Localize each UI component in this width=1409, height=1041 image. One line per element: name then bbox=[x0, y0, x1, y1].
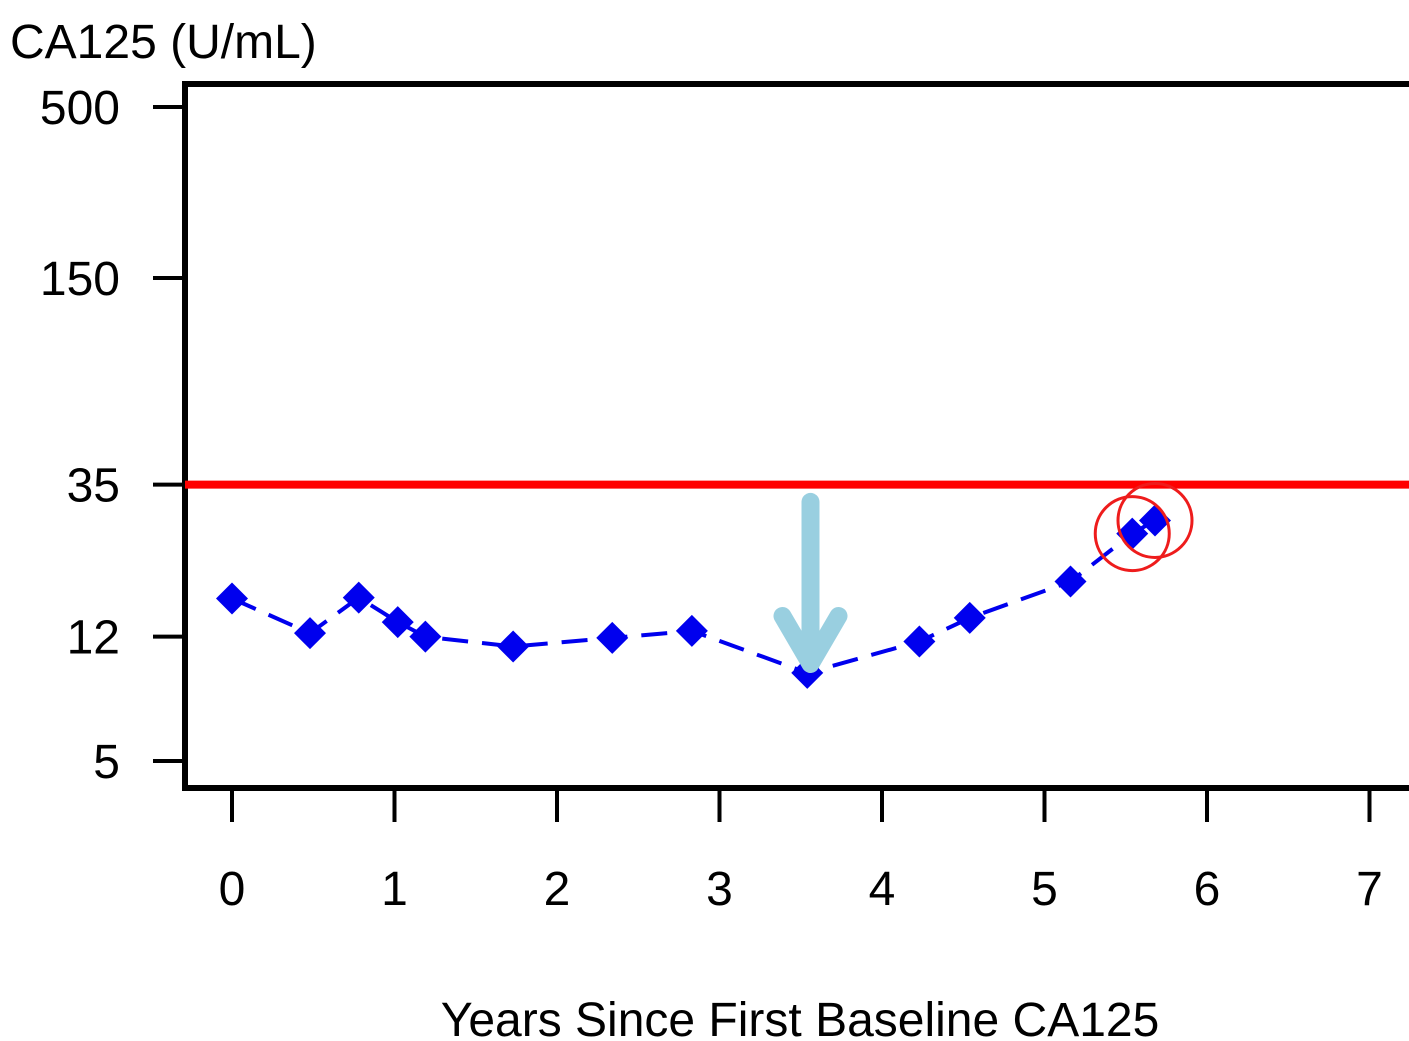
arrow-head bbox=[773, 606, 848, 673]
x-axis-label: Years Since First Baseline CA125 bbox=[441, 994, 1160, 1041]
x-tick-label: 4 bbox=[869, 863, 896, 916]
data-point bbox=[675, 614, 708, 647]
data-point bbox=[381, 606, 414, 639]
x-tick-label: 5 bbox=[1031, 863, 1058, 916]
y-tick-label: 12 bbox=[67, 612, 120, 665]
data-point bbox=[342, 581, 375, 614]
plot-frame bbox=[182, 81, 1409, 791]
highlight-circle bbox=[1116, 481, 1194, 559]
data-point bbox=[953, 601, 986, 634]
x-tick-label: 7 bbox=[1356, 863, 1383, 916]
highlight-circle bbox=[1093, 495, 1171, 573]
y-axis: 5 12 35 150 500 bbox=[40, 82, 185, 789]
annotations bbox=[773, 481, 1194, 673]
x-axis: 0 1 2 3 4 5 6 7 bbox=[219, 788, 1383, 916]
series-dashed-line bbox=[231, 518, 1156, 675]
series-line bbox=[231, 518, 1156, 675]
x-tick-label: 3 bbox=[706, 863, 733, 916]
data-point bbox=[497, 630, 530, 663]
y-axis-label: CA125 (U/mL) bbox=[10, 16, 317, 69]
data-point bbox=[596, 621, 629, 654]
x-tick-label: 2 bbox=[544, 863, 571, 916]
x-tick-label: 0 bbox=[219, 863, 246, 916]
x-tick-label: 6 bbox=[1194, 863, 1221, 916]
data-point bbox=[216, 582, 248, 615]
data-point bbox=[409, 620, 442, 653]
y-tick-label: 35 bbox=[67, 460, 120, 513]
data-point bbox=[1054, 565, 1087, 598]
y-tick-label: 150 bbox=[40, 253, 120, 306]
data-point bbox=[294, 617, 326, 650]
series-points bbox=[216, 504, 1171, 689]
y-tick-label: 5 bbox=[93, 736, 120, 789]
x-tick-label: 1 bbox=[381, 863, 408, 916]
y-tick-label: 500 bbox=[40, 82, 120, 135]
data-point bbox=[903, 625, 936, 658]
